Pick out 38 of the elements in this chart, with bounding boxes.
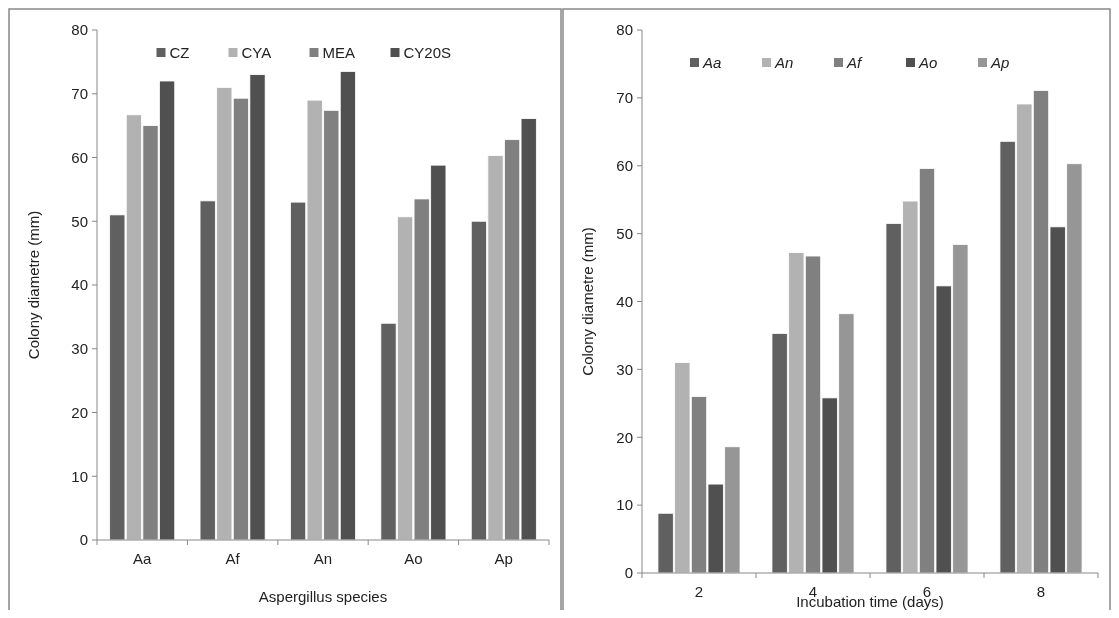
y-tick-label: 10 [616,496,633,514]
legend-label: CYA [241,44,272,62]
y-axis-title: Colony diametre (mm) [579,227,596,376]
x-tick-label: Aa [133,550,153,567]
y-tick-label: 40 [71,276,88,294]
x-tick-label: 6 [922,583,932,600]
y-tick-label: 0 [624,564,633,582]
y-tick-label: 80 [71,21,88,39]
y-tick-label: 40 [616,292,633,310]
legend-label: Af [846,54,863,72]
legend-label: Ao [918,54,938,72]
y-tick-label: 10 [71,467,88,485]
x-tick-label: Ao [404,550,423,567]
x-tick-label: 2 [694,583,704,600]
y-tick-label: 30 [616,360,633,378]
x-tick-label: Af [225,550,241,567]
legend-label: MEA [322,44,356,62]
legend-label: CY20S [403,44,452,62]
y-tick-label: 20 [71,403,88,421]
legend-label: CZ [169,44,190,62]
y-tick-label: 70 [616,89,633,107]
legend-label: Ap [990,54,1010,72]
y-tick-label: 0 [79,531,88,549]
y-tick-label: 20 [616,428,633,446]
y-tick-label: 70 [71,85,88,102]
y-tick-label: 50 [616,224,633,242]
y-tick-label: 80 [616,21,633,39]
x-axis-title: Aspergillus species [258,588,388,605]
y-tick-label: 60 [616,157,633,174]
y-tick-label: 50 [71,212,88,230]
legend-label: An [774,54,794,72]
y-tick-label: 60 [71,148,88,166]
y-axis-title: Colony diametre (mm) [25,210,42,360]
y-tick-label: 30 [71,340,88,357]
x-tick-label: An [313,550,333,567]
x-tick-label: Ap [494,550,513,567]
x-tick-label: 8 [1036,583,1046,600]
legend-label: Aa [702,54,722,72]
